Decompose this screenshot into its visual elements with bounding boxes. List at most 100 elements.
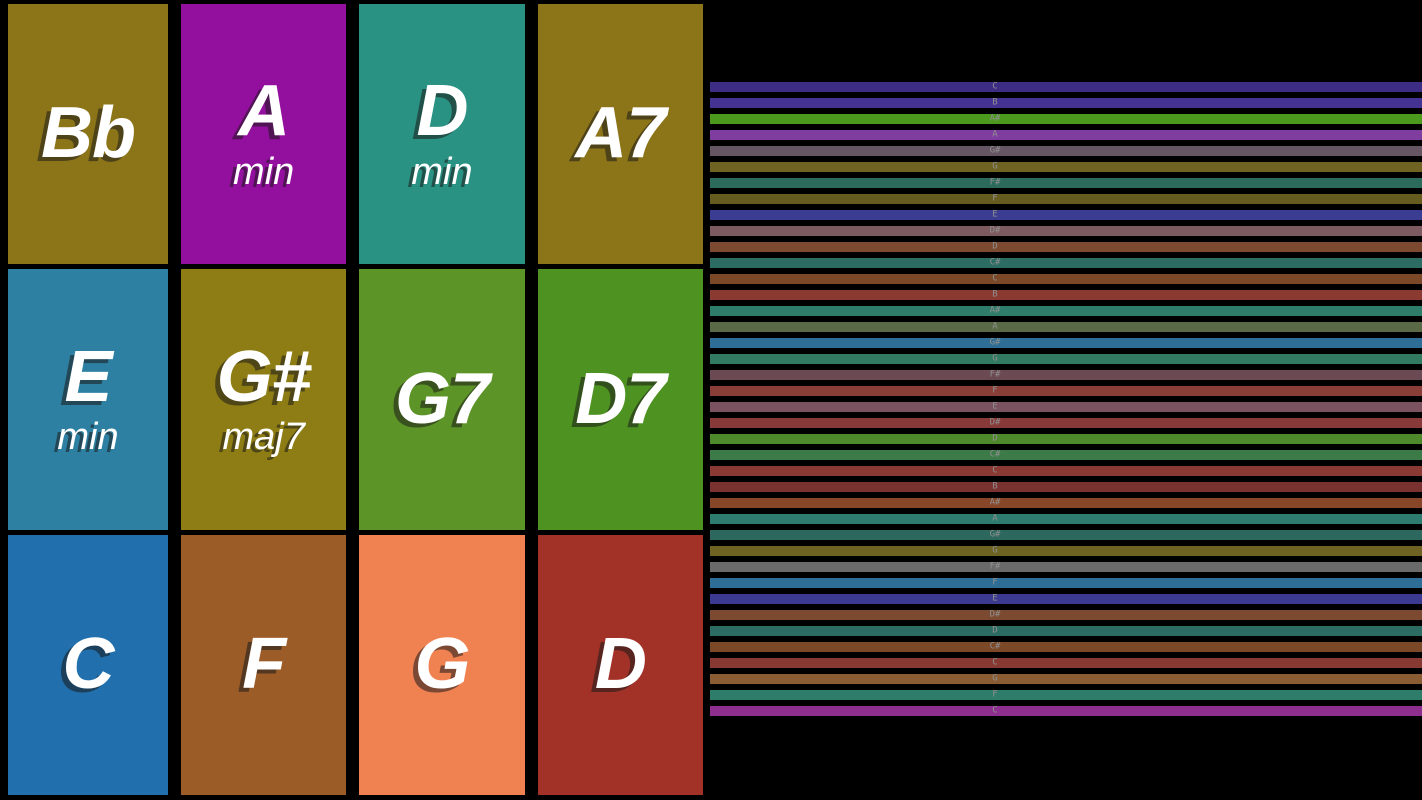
string-b-14[interactable]: B: [710, 290, 1422, 300]
string-gsharp-17[interactable]: G#: [710, 338, 1422, 348]
string-note-label: A#: [989, 113, 1001, 124]
string-dsharp-10[interactable]: D#: [710, 226, 1422, 236]
string-note-label: F: [992, 689, 998, 700]
string-g-30[interactable]: G: [710, 546, 1422, 556]
string-f-20[interactable]: F: [710, 386, 1422, 396]
chord-pad-label: G7: [394, 358, 490, 439]
string-asharp-3[interactable]: A#: [710, 114, 1422, 124]
string-note-label: G#: [989, 145, 1001, 156]
string-f-8[interactable]: F: [710, 194, 1422, 204]
string-note-label: D: [992, 241, 998, 252]
string-note-label: D: [992, 433, 998, 444]
chord-pad-g[interactable]: G: [359, 534, 525, 795]
strum-string-panel[interactable]: C B A# A G# G F# F E D# D C# C B A# A G# G F# F E D# D C# C B A# A G…: [710, 82, 1422, 716]
string-note-label: C: [992, 705, 998, 716]
chord-pad-label: C: [62, 624, 115, 705]
chord-pad-label: D: [594, 624, 647, 705]
string-c-25[interactable]: C: [710, 466, 1422, 476]
chord-pad-f[interactable]: F: [181, 534, 347, 795]
string-note-label: E: [992, 593, 998, 604]
string-note-label: G: [992, 673, 998, 684]
string-f-39[interactable]: F: [710, 690, 1422, 700]
string-e-21[interactable]: E: [710, 402, 1422, 412]
chord-pad-quality-label: maj7: [222, 416, 305, 459]
string-note-label: E: [992, 209, 998, 220]
string-note-label: D: [992, 625, 998, 636]
string-a-28[interactable]: A: [710, 514, 1422, 524]
string-note-label: F: [992, 385, 998, 396]
string-note-label: G: [992, 353, 998, 364]
string-csharp-12[interactable]: C#: [710, 258, 1422, 268]
string-dsharp-34[interactable]: D#: [710, 610, 1422, 620]
string-fsharp-31[interactable]: F#: [710, 562, 1422, 572]
string-note-label: D#: [989, 417, 1001, 428]
string-note-label: G#: [989, 529, 1001, 540]
string-note-label: F#: [989, 369, 1001, 380]
string-g-38[interactable]: G: [710, 674, 1422, 684]
chord-pad-c[interactable]: C: [8, 534, 168, 795]
string-note-label: C: [992, 657, 998, 668]
chord-pad-quality-label: min: [233, 151, 295, 194]
string-note-label: G#: [989, 337, 1001, 348]
string-c-1[interactable]: C: [710, 82, 1422, 92]
chord-pad-d7[interactable]: D7: [537, 269, 703, 530]
string-b-26[interactable]: B: [710, 482, 1422, 492]
string-c-37[interactable]: C: [710, 658, 1422, 668]
string-note-label: A: [992, 129, 998, 140]
chord-pad-label: E: [64, 336, 112, 417]
string-csharp-36[interactable]: C#: [710, 642, 1422, 652]
string-gsharp-29[interactable]: G#: [710, 530, 1422, 540]
string-note-label: B: [992, 481, 998, 492]
chord-pad-label: G: [414, 624, 470, 705]
string-c-40[interactable]: C: [710, 706, 1422, 716]
chord-pad-quality-label: min: [411, 151, 473, 194]
string-note-label: C: [992, 465, 998, 476]
string-note-label: G: [992, 545, 998, 556]
chord-pad-a7[interactable]: A7: [537, 4, 703, 265]
string-d-11[interactable]: D: [710, 242, 1422, 252]
string-csharp-24[interactable]: C#: [710, 450, 1422, 460]
string-g-6[interactable]: G: [710, 162, 1422, 172]
string-dsharp-22[interactable]: D#: [710, 418, 1422, 428]
string-c-13[interactable]: C: [710, 274, 1422, 284]
string-e-9[interactable]: E: [710, 210, 1422, 220]
chord-pad-bb[interactable]: Bb: [8, 4, 168, 265]
string-note-label: C#: [989, 449, 1001, 460]
string-note-label: F: [992, 193, 998, 204]
string-note-label: C#: [989, 257, 1001, 268]
string-f-32[interactable]: F: [710, 578, 1422, 588]
chord-pad-gsharp-maj7[interactable]: G# maj7: [181, 269, 347, 530]
string-note-label: G: [992, 161, 998, 172]
string-note-label: B: [992, 97, 998, 108]
string-fsharp-19[interactable]: F#: [710, 370, 1422, 380]
string-note-label: A#: [989, 497, 1001, 508]
string-a-16[interactable]: A: [710, 322, 1422, 332]
string-note-label: A#: [989, 305, 1001, 316]
string-note-label: D#: [989, 225, 1001, 236]
string-gsharp-5[interactable]: G#: [710, 146, 1422, 156]
string-note-label: C: [992, 81, 998, 92]
chord-pad-label: G#: [216, 336, 312, 417]
string-d-35[interactable]: D: [710, 626, 1422, 636]
chord-pad-label: D: [416, 71, 468, 152]
string-note-label: F#: [989, 561, 1001, 572]
chord-pad-label: A7: [575, 93, 666, 174]
chord-pad-quality-label: min: [57, 416, 119, 459]
string-b-2[interactable]: B: [710, 98, 1422, 108]
string-asharp-15[interactable]: A#: [710, 306, 1422, 316]
string-note-label: C#: [989, 641, 1001, 652]
chord-pad-g7[interactable]: G7: [359, 269, 525, 530]
chord-pad-label: A: [238, 71, 290, 152]
string-asharp-27[interactable]: A#: [710, 498, 1422, 508]
string-fsharp-7[interactable]: F#: [710, 178, 1422, 188]
string-note-label: F: [992, 577, 998, 588]
string-d-23[interactable]: D: [710, 434, 1422, 444]
chord-pad-d[interactable]: D: [537, 534, 703, 795]
string-note-label: F#: [989, 177, 1001, 188]
string-a-4[interactable]: A: [710, 130, 1422, 140]
string-g-18[interactable]: G: [710, 354, 1422, 364]
string-e-33[interactable]: E: [710, 594, 1422, 604]
